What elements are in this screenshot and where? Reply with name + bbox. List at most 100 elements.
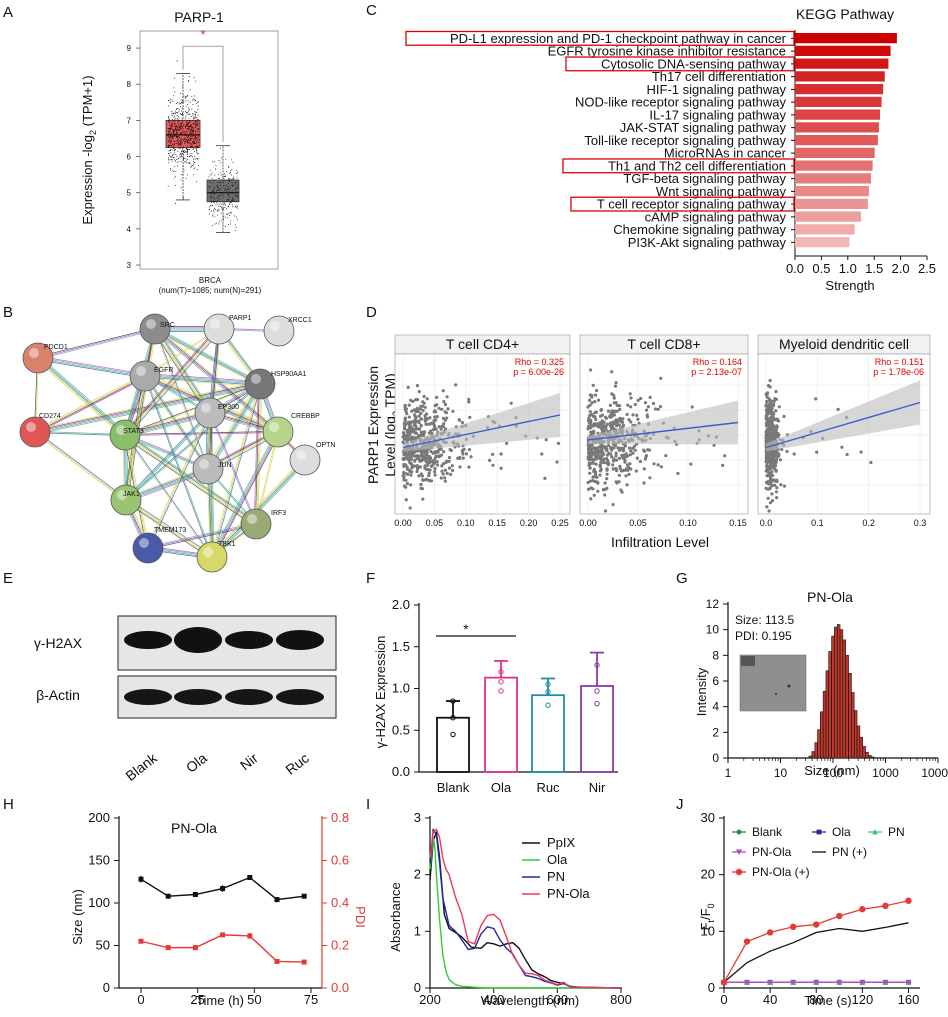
g-bar [825, 670, 830, 759]
panel-label-a: A [3, 4, 13, 21]
e-lane-label: Nir [237, 750, 261, 774]
j-ytick-label: 20 [701, 867, 715, 882]
i-legend-label: PpIX [547, 835, 576, 850]
b-edge [126, 384, 261, 501]
b-node-highlight [270, 321, 280, 331]
panel-label-i: I [366, 796, 370, 813]
f-ytick-label: 2.0 [392, 597, 410, 612]
h-size-point [165, 893, 171, 899]
f-ytick-label: 0.0 [392, 764, 410, 779]
j-legend-marker [816, 829, 822, 835]
d-fit-line [402, 414, 561, 449]
j-point [813, 921, 820, 928]
a-ytick-label: 3 [127, 261, 132, 270]
c-category-label: T cell receptor signaling pathway [597, 197, 787, 212]
b-edge [256, 384, 261, 525]
a-ytick-label: 6 [127, 153, 132, 162]
panel-h-y2label: PDI [353, 906, 368, 928]
b-node-label: PARP1 [229, 315, 252, 322]
d-rho: Rho = 0.164 [693, 357, 742, 367]
panel-d-ylabel: PARP1 Expression Level (log2 TPM) [365, 366, 401, 484]
d-xtick-label: 0.3 [914, 518, 927, 528]
d-xtick-label: 0.15 [729, 518, 747, 528]
d-rho: Rho = 0.151 [875, 357, 924, 367]
b-node-label: SRC [160, 322, 175, 329]
c-category-label: MicroRNAs in cancer [664, 146, 787, 161]
b-edge [210, 458, 305, 557]
b-edge [255, 431, 278, 524]
i-ytick-label: 0 [414, 980, 421, 995]
i-series-line [429, 837, 621, 989]
b-edge [39, 355, 127, 434]
h-pdi-point [247, 933, 253, 939]
b-node-ep300 [194, 397, 226, 429]
c-bar [795, 198, 868, 209]
j-point [766, 929, 774, 936]
g-bar [811, 751, 815, 759]
b-edge [34, 382, 260, 432]
g-bar [822, 690, 827, 759]
b-edge [35, 376, 146, 433]
b-edge [37, 327, 155, 358]
b-edge [210, 458, 304, 556]
panel-label-d: D [366, 304, 377, 321]
b-edge [211, 459, 306, 558]
j-legend-label: Blank [752, 825, 783, 839]
panel-a-significance: * [200, 27, 205, 42]
b-edge [155, 328, 209, 469]
d-pvalue: p = 1.78e-06 [873, 367, 924, 377]
c-xtick-label: 2.5 [918, 261, 936, 276]
f-point [450, 698, 456, 704]
e-band-actin [124, 689, 172, 705]
c-category-label: Cytosolic DNA-sensing pathway [601, 56, 786, 71]
e-band-gh2ax [124, 631, 172, 649]
panel-j-xlabel: Time (s) [804, 993, 851, 1008]
j-point [882, 902, 889, 910]
c-category-label: Toll-like receptor signaling pathway [584, 133, 786, 148]
b-edge [154, 328, 211, 414]
e-lane-label: Ruc [282, 750, 311, 778]
i-legend-label: Ola [547, 852, 568, 867]
j-point [789, 923, 797, 930]
b-node-optn [289, 444, 321, 476]
j-point [744, 979, 751, 986]
b-edge [126, 330, 222, 437]
d-rho: Rho = 0.325 [515, 357, 564, 367]
panel-label-j: J [676, 796, 684, 813]
c-category-label: Th17 cell differentiation [652, 69, 786, 84]
f-category-label: Ola [491, 780, 512, 795]
svg-text:Ft/F0: Ft/F0 [698, 903, 716, 930]
h-pdi-point [192, 945, 198, 951]
g-bar [868, 755, 872, 759]
c-bar [795, 58, 889, 69]
h-ytick-label: 100 [88, 895, 110, 910]
b-node-highlight [117, 490, 127, 500]
h-y2tick-label: 0.8 [331, 810, 349, 825]
d-subtitle: Myeloid dendritic cell [779, 336, 909, 352]
b-edge [34, 375, 145, 432]
g-ytick-label: 6 [712, 674, 719, 688]
c-bar [795, 33, 897, 44]
d-xtick-label: 0.15 [488, 518, 506, 528]
blot-label-actin: β-Actin [36, 687, 80, 703]
i-ytick-label: 1 [414, 923, 421, 938]
f-bar [580, 685, 614, 773]
e-lane-label: Ola [183, 750, 210, 776]
j-xtick-label: 0 [720, 992, 727, 1007]
c-bar [795, 160, 873, 171]
b-edge [125, 384, 261, 436]
c-bar [795, 45, 891, 56]
g-ytick-label: 12 [706, 597, 720, 611]
c-xtick-label: 0.0 [786, 261, 804, 276]
b-edge [144, 375, 209, 470]
b-node-highlight [136, 366, 146, 376]
f-point [450, 715, 456, 721]
j-xtick-label: 120 [852, 992, 874, 1007]
b-node-highlight [251, 374, 261, 384]
b-edge [146, 412, 210, 548]
b-edge [145, 373, 261, 382]
d-ci-band [403, 393, 560, 452]
a-sig-bracket [182, 45, 224, 143]
g-bar [808, 755, 813, 759]
